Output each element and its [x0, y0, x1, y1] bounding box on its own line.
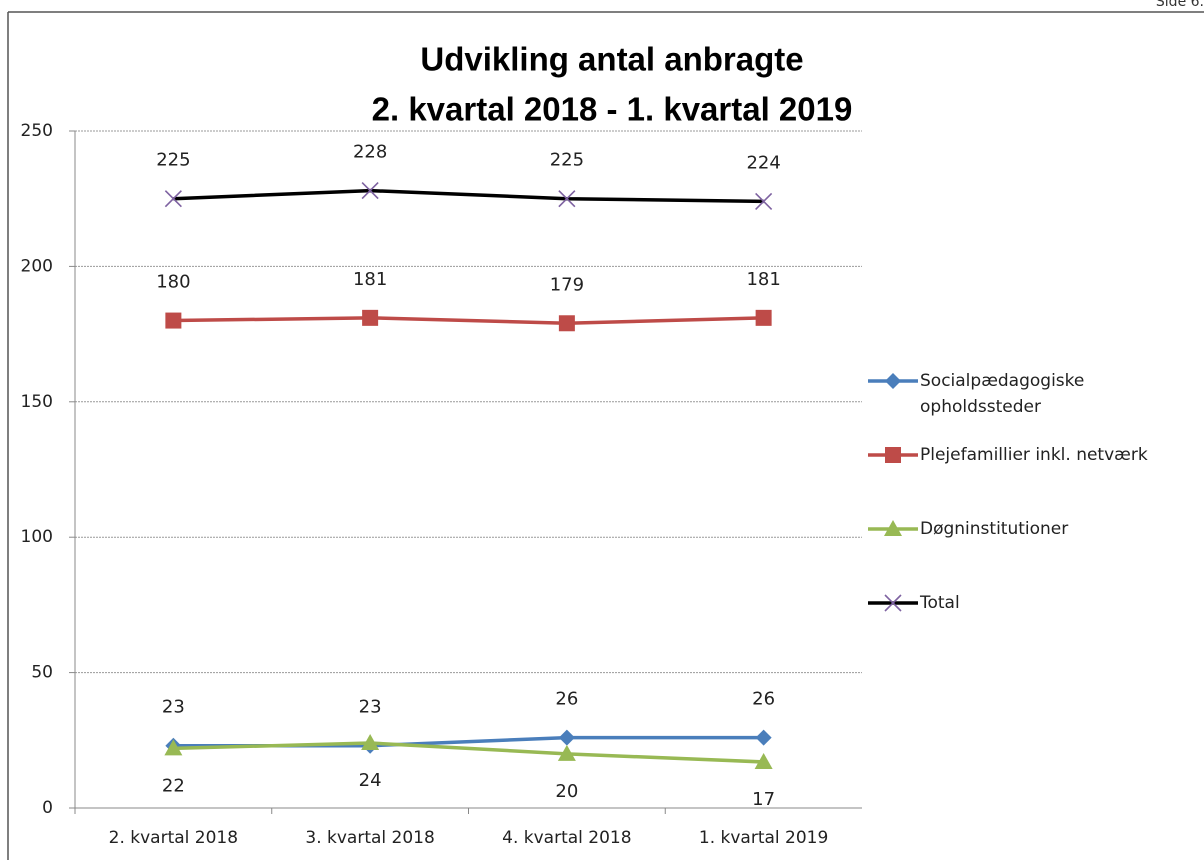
y-tick-label: 150	[21, 392, 53, 412]
legend-label: Socialpædagogiske opholdssteder	[920, 371, 1085, 417]
marker	[885, 447, 901, 463]
marker	[885, 373, 901, 389]
data-label: 228	[353, 142, 387, 163]
data-label: 225	[550, 150, 584, 171]
legend-label: Plejefamillier inkl. netværk	[920, 445, 1148, 465]
legend-item: Socialpædagogiske opholdssteder	[868, 368, 1198, 420]
data-label: 181	[353, 269, 387, 290]
legend-swatch	[868, 447, 918, 463]
legend-swatch	[868, 373, 918, 389]
legend-swatch	[868, 594, 918, 612]
marker	[361, 182, 379, 200]
data-label: 23	[359, 697, 382, 718]
legend-label: Døgninstitutioner	[920, 519, 1069, 539]
chart-title: Udvikling antal anbragte	[420, 41, 803, 78]
series-line	[173, 316, 764, 326]
legend-swatch	[868, 520, 918, 536]
data-label: 23	[162, 697, 185, 718]
x-tick-label: 4. kvartal 2018	[502, 828, 631, 848]
marker	[164, 739, 183, 756]
marker	[884, 594, 902, 612]
marker	[754, 752, 773, 769]
marker	[558, 315, 575, 332]
x-tick-label: 2. kvartal 2018	[109, 828, 238, 848]
marker	[557, 744, 576, 761]
data-label: 181	[746, 269, 780, 290]
x-tick-label: 1. kvartal 2019	[699, 828, 828, 848]
marker	[755, 309, 772, 326]
marker	[755, 729, 772, 746]
legend-item: Total	[868, 590, 1198, 616]
series-line	[173, 741, 764, 764]
marker	[558, 190, 576, 208]
data-label: 180	[156, 272, 190, 293]
marker	[755, 192, 773, 210]
legend-item: Døgninstitutioner	[868, 516, 1198, 542]
y-tick-label: 100	[21, 527, 53, 547]
marker	[558, 729, 575, 746]
marker	[164, 190, 182, 208]
series-line	[173, 188, 764, 204]
marker	[884, 520, 902, 536]
data-label: 22	[162, 775, 185, 796]
y-tick-label: 50	[31, 663, 53, 683]
data-label: 224	[746, 152, 780, 173]
data-label: 20	[555, 781, 578, 802]
legend-label: Total	[920, 593, 960, 613]
marker	[362, 309, 379, 326]
data-label: 24	[359, 770, 382, 791]
x-tick-label: 3. kvartal 2018	[305, 828, 434, 848]
data-label: 26	[555, 689, 578, 710]
data-label: 17	[752, 789, 775, 810]
data-label: 26	[752, 689, 775, 710]
y-tick-label: 250	[21, 121, 53, 141]
marker	[361, 734, 380, 751]
data-label: 179	[550, 274, 584, 295]
legend-item: Plejefamillier inkl. netværk	[868, 442, 1198, 468]
page-number: Side 6.	[1155, 0, 1204, 10]
data-label: 225	[156, 150, 190, 171]
y-tick-label: 200	[21, 256, 53, 276]
y-tick-label: 0	[42, 798, 53, 818]
marker	[165, 312, 182, 329]
chart-subtitle: 2. kvartal 2018 - 1. kvartal 2019	[372, 91, 853, 128]
